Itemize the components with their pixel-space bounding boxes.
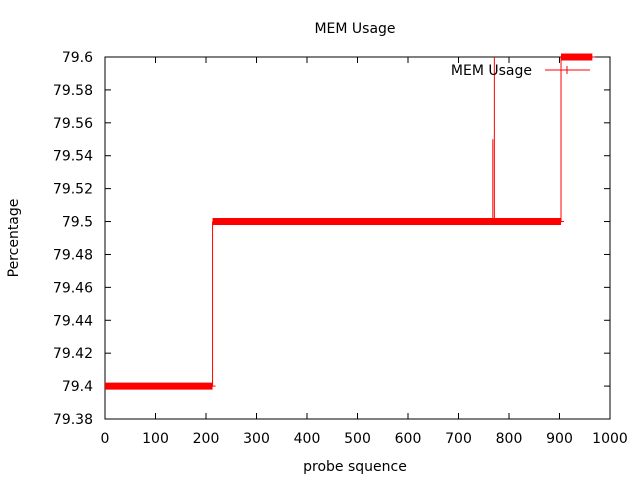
legend: MEM Usage: [451, 63, 590, 79]
chart-title: MEM Usage: [314, 21, 395, 37]
x-tick-label: 800: [496, 431, 523, 447]
y-axis-ticks: 79.38 79.4 79.42 79.44 79.46 79.48 79.5 79.52 79…: [53, 50, 610, 428]
x-tick-label: 900: [546, 431, 573, 447]
x-tick-label: 200: [193, 431, 220, 447]
x-tick-label: 100: [142, 431, 169, 447]
y-tick-label: 79.38: [53, 412, 93, 428]
series-layer: [105, 53, 596, 390]
legend-label-mem-usage: MEM Usage: [451, 63, 532, 79]
y-tick-label: 79.4: [62, 379, 93, 395]
x-tick-label: 600: [395, 431, 422, 447]
y-tick-label: 79.58: [53, 83, 93, 99]
y-tick-label: 79.44: [53, 313, 93, 329]
y-axis-label: Percentage: [6, 199, 22, 278]
x-axis-label: probe squence: [303, 459, 407, 475]
y-tick-label: 79.46: [53, 280, 93, 296]
y-tick-label: 79.48: [53, 247, 93, 263]
plot-frame: [104, 56, 611, 420]
y-tick-label: 79.6: [62, 50, 93, 66]
x-tick-label: 500: [344, 431, 371, 447]
y-tick-label: 79.42: [53, 346, 93, 362]
y-tick-label: 79.52: [53, 182, 93, 198]
x-axis-ticks: 0 100 200 300 400 500 600 700 800 900 1000: [101, 57, 628, 447]
x-tick-label: 700: [445, 431, 472, 447]
x-tick-label: 0: [101, 431, 110, 447]
y-tick-label: 79.54: [53, 149, 93, 165]
y-tick-label: 79.56: [53, 116, 93, 132]
y-tick-label: 79.5: [62, 215, 93, 231]
x-tick-label: 1000: [592, 431, 628, 447]
x-tick-label: 300: [243, 431, 270, 447]
x-tick-label: 400: [294, 431, 321, 447]
